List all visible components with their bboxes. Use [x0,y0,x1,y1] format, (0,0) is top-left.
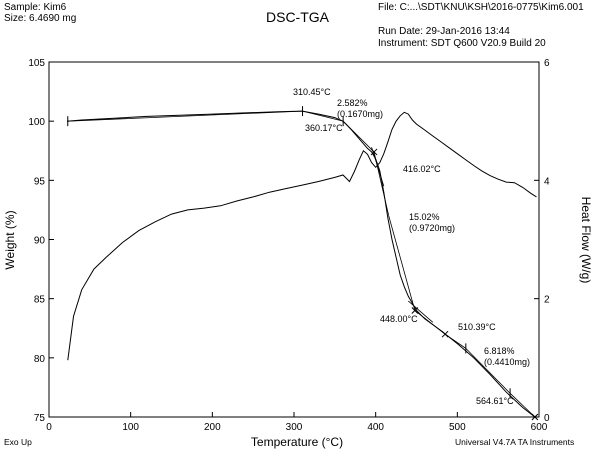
analysis-line-2 [342,120,375,153]
annotation-a8a: 6.818% [484,346,515,356]
x-tick-label-5: 500 [449,422,466,433]
weight-series-line [66,110,536,418]
instrument-label: Instrument: SDT Q600 V20.9 Build 20 [378,38,546,49]
y2-tick-label-0: 0 [544,413,550,424]
marker-cross-b-3 [531,413,539,421]
plot-frame [48,61,540,418]
y2-tick-label-3: 6 [544,58,550,69]
footer-software-label: Universal V4.7A TA Instruments [455,437,575,447]
marker-layer [66,106,539,421]
analysis-line-5 [414,310,446,335]
file-label: File: C:...\SDT\KNU\KSH\2016-0775\Kim6.0… [378,2,584,13]
annotation-a2b: (0.1670mg) [337,109,383,119]
y2-axis-label: Heat Flow (W/g) [579,197,593,284]
y-tick-label-2: 85 [34,295,46,306]
x-tick-label-2: 200 [204,422,221,433]
y-tick-label-4: 95 [34,176,46,187]
analysis-line-0 [66,110,303,122]
chart-title: DSC-TGA [266,9,329,25]
exo-up-label: Exo Up [4,437,32,447]
y-tick-label-3: 90 [34,236,46,247]
annotation-a9: 564.61°C [476,396,514,406]
size-label: Size: 6.4690 mg [4,13,77,24]
marker-cross-b-2 [441,330,449,338]
sample-label: Sample: Kim6 [4,2,67,13]
run-date-label: Run Date: 29-Jan-2016 13:44 [378,26,510,37]
annotation-a8b: (0.4410mg) [484,357,530,367]
annotation-a1: 310.45°C [293,87,331,97]
y-tick-label-5: 100 [28,117,45,128]
analysis-line-6 [444,333,467,349]
annotation-a3: 360.17°C [305,123,343,133]
x-tick-label-3: 300 [286,422,303,433]
marker-cross-b-1 [411,307,419,314]
analysis-line-1 [302,110,344,122]
y-tick-label-1: 80 [34,354,46,365]
heat-flow-series-line [67,111,537,361]
x-tick-label-4: 400 [367,422,384,433]
y-tick-label-6: 105 [28,58,45,69]
label-layer: 310.45°C 2.582%(0.1670mg) 360.17°C 416.02°C… [293,87,530,406]
x-tick-label-0: 0 [46,422,52,433]
annotation-a2a: 2.582% [337,98,368,108]
y-tick-label-0: 75 [34,413,46,424]
marker-cross-b-0 [370,148,378,156]
analysis-line-8 [509,393,536,418]
annotation-a4: 416.02°C [403,164,441,174]
x-tick-label-6: 600 [531,422,548,433]
y-axis-label: Weight (%) [3,210,17,269]
annotation-a5a: 15.02% [409,212,440,222]
analysis-line-4 [388,215,416,311]
y2-tick-label-2: 4 [544,176,550,187]
axes: 0 100 200 300 400 500 600 75 80 85 90 95 100 105 0 2 4 6 [28,58,550,433]
analysis-line-10 [408,300,434,323]
annotation-a6: 448.00°C [380,314,418,324]
annotation-a5b: (0.9720mg) [409,223,455,233]
y2-tick-label-1: 2 [544,295,550,306]
x-axis-label: Temperature (°C) [251,435,343,449]
x-tick-label-1: 100 [122,422,139,433]
series-layer [66,110,537,418]
analysis-line-9 [371,147,385,187]
analysis-line-7 [465,348,511,394]
annotation-a7: 510.39°C [458,322,496,332]
